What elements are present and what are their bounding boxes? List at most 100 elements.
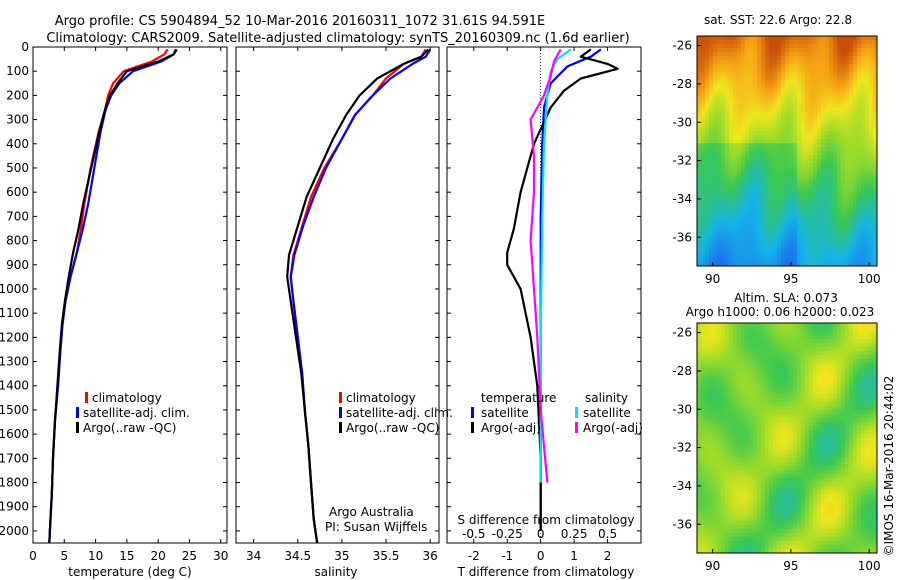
heatmap-cell <box>869 107 874 112</box>
heatmap-cell <box>777 418 782 423</box>
heatmap-cell <box>825 166 830 172</box>
heatmap-cell <box>817 418 822 423</box>
heatmap-cell <box>829 382 834 387</box>
heatmap-cell <box>713 457 718 463</box>
heatmap-cell <box>817 533 822 538</box>
heatmap-cell <box>869 123 874 128</box>
heatmap-cell <box>741 410 746 415</box>
heatmap-cell <box>833 358 838 364</box>
heatmap-cell <box>753 362 758 368</box>
heatmap-cell <box>841 449 846 455</box>
heatmap-cell <box>813 338 818 344</box>
heatmap-cell <box>793 422 798 427</box>
heatmap-cell <box>801 513 806 518</box>
heatmap-cell <box>785 453 790 459</box>
heatmap-cell <box>765 111 770 116</box>
heatmap-cell <box>721 545 726 550</box>
heatmap-cell <box>705 139 710 144</box>
heatmap-cell <box>821 406 826 411</box>
heatmap-cell <box>801 36 806 41</box>
heatmap-cell <box>817 350 822 356</box>
heatmap-cell <box>837 505 842 510</box>
heatmap-cell <box>769 481 774 486</box>
heatmap-cell <box>777 36 782 41</box>
heatmap-cell <box>733 51 738 57</box>
heatmap-cell <box>869 115 874 120</box>
heatmap-cell <box>713 115 718 120</box>
legend-swatch-argo <box>76 422 79 433</box>
heatmap-cell <box>797 354 802 360</box>
heatmap-cell <box>785 182 790 188</box>
heatmap-cell <box>793 127 798 132</box>
heatmap-cell <box>797 358 802 364</box>
heatmap-cell <box>769 469 774 475</box>
sla-heatmap <box>697 323 878 554</box>
heatmap-cell <box>717 151 722 156</box>
heatmap-cell <box>725 234 730 239</box>
heatmap-cell <box>721 210 726 215</box>
heatmap-cell <box>769 410 774 415</box>
heatmap-cell <box>833 453 838 459</box>
heatmap-cell <box>845 190 850 196</box>
heatmap-cell <box>849 87 854 92</box>
heatmap-cell <box>717 477 722 483</box>
heatmap-cell <box>713 477 718 483</box>
heatmap-cell <box>825 99 830 104</box>
heatmap-cell <box>809 457 814 463</box>
heatmap-cell <box>709 445 714 451</box>
heatmap-cell <box>697 218 702 223</box>
heatmap-cell <box>729 254 734 259</box>
heatmap-cell <box>841 262 846 267</box>
heatmap-cell <box>717 330 722 336</box>
heatmap-cell <box>713 202 718 207</box>
heatmap-cell <box>865 151 870 156</box>
heatmap-cell <box>721 194 726 199</box>
heatmap-cell <box>777 517 782 522</box>
heatmap-cell <box>817 166 822 172</box>
heatmap-cell <box>813 334 818 340</box>
heatmap-cell <box>829 334 834 340</box>
heatmap-cell <box>765 91 770 96</box>
heatmap-cell <box>829 186 834 192</box>
heatmap-cell <box>717 390 722 395</box>
heatmap-cell <box>821 398 826 403</box>
heatmap-cell <box>813 410 818 415</box>
heatmap-cell <box>869 186 874 192</box>
heatmap-cell <box>713 186 718 192</box>
heatmap-cell <box>713 63 718 69</box>
heatmap-cell <box>865 91 870 96</box>
heatmap-cell <box>805 469 810 475</box>
heatmap-cell <box>749 147 754 152</box>
heatmap-cell <box>737 202 742 207</box>
heatmap-cell <box>761 83 766 88</box>
heatmap-cell <box>777 170 782 176</box>
heatmap-cell <box>717 438 722 443</box>
heatmap-cell <box>797 242 802 247</box>
heatmap-cell <box>765 323 770 328</box>
heatmap-cell <box>849 254 854 259</box>
heatmap-cell <box>697 386 702 391</box>
legend-label-t-satellite: satellite <box>481 406 529 420</box>
heatmap-cell <box>789 545 794 550</box>
heatmap-cell <box>813 398 818 403</box>
heatmap-cell <box>805 501 810 506</box>
heatmap-cell <box>765 326 770 332</box>
heatmap-cell <box>697 226 702 231</box>
heatmap-cell <box>785 198 790 203</box>
heatmap-cell <box>729 63 734 69</box>
heatmap-cell <box>709 513 714 518</box>
heatmap-cell <box>781 402 786 407</box>
heatmap-cell <box>837 123 842 128</box>
heatmap-cell <box>869 43 874 49</box>
heatmap-cell <box>833 414 838 419</box>
heatmap-cell <box>853 202 858 207</box>
heatmap-cell <box>805 430 810 435</box>
heatmap-cell <box>789 330 794 336</box>
heatmap-cell <box>717 55 722 61</box>
heatmap-cell <box>717 461 722 467</box>
heatmap-cell <box>737 477 742 483</box>
series-line-s_argo <box>529 48 562 483</box>
heatmap-cell <box>853 210 858 215</box>
heatmap-cell <box>729 75 734 81</box>
heatmap-cell <box>769 206 774 211</box>
